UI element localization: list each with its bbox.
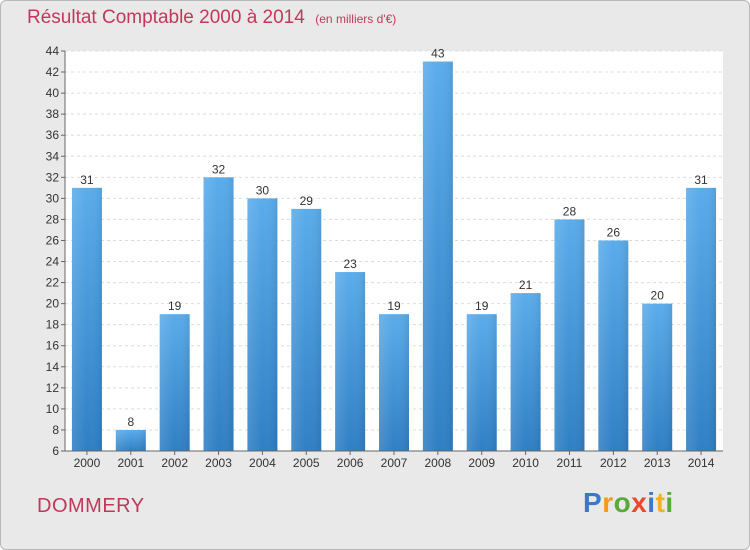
logo-letter: x <box>631 487 648 518</box>
x-tick-label: 2014 <box>688 456 715 470</box>
logo-letter: t <box>655 487 666 518</box>
bar-value-label: 19 <box>387 299 401 313</box>
logo-letter: i <box>647 487 656 518</box>
y-tick-label: 8 <box>52 423 59 437</box>
y-tick-label: 16 <box>46 339 60 353</box>
y-tick-label: 24 <box>46 255 60 269</box>
bar-shine <box>71 187 102 451</box>
y-tick-label: 42 <box>46 65 60 79</box>
y-tick-label: 30 <box>46 191 60 205</box>
bar-value-label: 31 <box>80 173 94 187</box>
x-tick-label: 2003 <box>205 456 232 470</box>
y-tick-label: 38 <box>46 107 60 121</box>
y-tick-label: 6 <box>52 444 59 458</box>
bar-shine <box>335 272 366 451</box>
y-tick-label: 10 <box>46 402 60 416</box>
y-tick-label: 36 <box>46 128 60 142</box>
x-tick-label: 2010 <box>512 456 539 470</box>
x-tick-label: 2001 <box>117 456 144 470</box>
x-tick-label: 2008 <box>425 456 452 470</box>
bar-value-label: 8 <box>127 415 134 429</box>
bar-value-label: 21 <box>519 278 533 292</box>
chart-subtitle: (en milliers d'€) <box>315 12 397 26</box>
y-tick-label: 44 <box>46 44 60 58</box>
bar-shine <box>554 219 585 451</box>
bar-value-label: 28 <box>563 204 577 218</box>
y-tick-label: 22 <box>46 276 60 290</box>
x-tick-label: 2006 <box>337 456 364 470</box>
bar-shine <box>466 314 497 451</box>
y-tick-label: 28 <box>46 212 60 226</box>
chart-title: Résultat Comptable 2000 à 2014 <box>27 7 305 28</box>
bar-value-label: 29 <box>300 194 314 208</box>
logo-letter: P <box>583 487 603 518</box>
bar-value-label: 26 <box>607 225 621 239</box>
bar-shine <box>510 293 541 451</box>
proxiti-logo: Proxiti <box>583 487 674 519</box>
y-tick-label: 34 <box>46 149 60 163</box>
bar-value-label: 20 <box>651 289 665 303</box>
logo-letter: i <box>665 487 674 518</box>
y-tick-label: 26 <box>46 233 60 247</box>
x-tick-label: 2005 <box>293 456 320 470</box>
bar-value-label: 19 <box>475 299 489 313</box>
chart-title-row: Résultat Comptable 2000 à 2014 (en milli… <box>27 7 396 29</box>
x-tick-label: 2004 <box>249 456 276 470</box>
bar-shine <box>291 208 322 451</box>
x-tick-label: 2002 <box>161 456 188 470</box>
logo-letter: r <box>602 487 614 518</box>
bar-shine <box>379 314 409 451</box>
y-tick-label: 12 <box>46 381 60 395</box>
y-tick-label: 18 <box>46 318 60 332</box>
bar-shine <box>598 240 629 451</box>
y-tick-label: 32 <box>46 170 60 184</box>
bar-shine <box>115 429 146 451</box>
bar-shine <box>642 303 673 451</box>
bar-value-label: 31 <box>694 173 708 187</box>
axis-layer: 6 8 10 12 14 16 18 20 22 24 26 28 30 32 34 36 38 40 42 44 20… <box>46 44 723 470</box>
bar-value-label: 30 <box>256 183 270 197</box>
y-tick-label: 14 <box>46 360 60 374</box>
bar-value-label: 32 <box>212 162 226 176</box>
x-tick-label: 2013 <box>644 456 671 470</box>
x-tick-label: 2009 <box>468 456 495 470</box>
bar-layer: 31 8 19 32 30 29 23 19 43 19 21 28 26 20 31 <box>71 47 717 452</box>
y-tick-label: 20 <box>46 297 60 311</box>
x-tick-label: 2012 <box>600 456 627 470</box>
bar-value-label: 43 <box>431 47 445 61</box>
bar-shine <box>247 198 278 451</box>
bar-shine <box>203 177 234 451</box>
bar-value-label: 23 <box>343 257 357 271</box>
y-tick-label: 40 <box>46 86 60 100</box>
x-tick-label: 2007 <box>381 456 408 470</box>
bar-shine <box>686 187 717 451</box>
bar-value-label: 19 <box>168 299 182 313</box>
bar-shine <box>422 61 453 452</box>
x-tick-label: 2000 <box>74 456 101 470</box>
x-tick-label: 2011 <box>557 456 583 470</box>
location-name: DOMMERY <box>37 495 145 517</box>
bar-shine <box>159 314 190 451</box>
logo-letter: o <box>613 487 632 518</box>
